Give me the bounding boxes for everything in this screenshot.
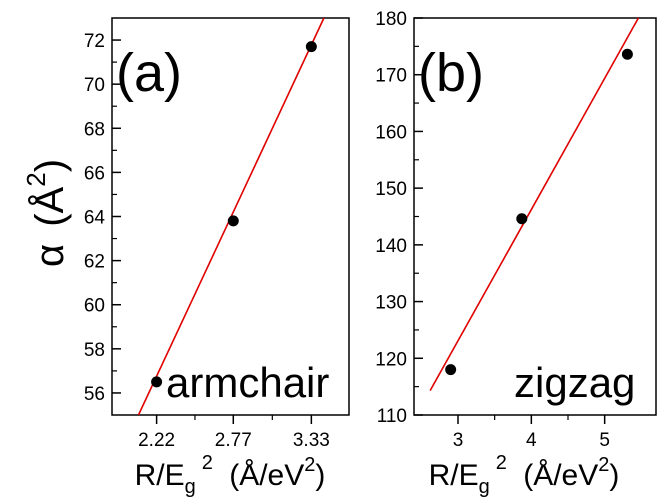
data-point-a xyxy=(227,215,239,227)
panel-zigzag: 110 120 130 140 150 160 170 180 3 4 5 (b) zigzag R… xyxy=(375,9,657,498)
x-tick-label-b: 3 xyxy=(453,430,464,451)
svg-text:α (Å2): α (Å2) xyxy=(21,159,72,267)
y-axis-label-symbol: α xyxy=(28,244,72,267)
x-tick-label-b: 5 xyxy=(599,430,610,451)
panel-armchair: 56 58 60 62 64 66 68 70 72 2.22 2.77 3.33 (a) armch… xyxy=(84,17,350,498)
y-axis-label-open: ( xyxy=(28,213,72,227)
y-axis-label-close: ) xyxy=(28,159,72,172)
annotation-zigzag: zigzag xyxy=(514,359,635,406)
data-points-a xyxy=(151,41,317,388)
y-tick-label-a: 60 xyxy=(84,296,105,317)
y-axis-label: α (Å2) xyxy=(21,159,72,267)
y-tick-label-b: 130 xyxy=(375,293,407,314)
y-tick-label-b: 180 xyxy=(375,9,407,30)
x-tick-label-a: 2.77 xyxy=(215,430,252,451)
x-tick-label-a: 2.22 xyxy=(138,430,175,451)
y-tick-label-b: 110 xyxy=(377,406,407,427)
data-point-a xyxy=(305,41,317,53)
y-tick-label-b: 170 xyxy=(375,66,407,87)
y-tick-label-b: 150 xyxy=(375,179,407,200)
x-tick-label-a: 3.33 xyxy=(293,430,330,451)
x-axis-label-a: R/Eg2 (Å/eV2) xyxy=(135,452,326,498)
y-tick-label-b: 160 xyxy=(375,122,407,143)
axis-ticks-a: 56 58 60 62 64 66 68 70 72 2.22 2.77 3.33 xyxy=(84,31,330,451)
y-tick-label-a: 62 xyxy=(84,252,105,273)
y-tick-label-b: 140 xyxy=(375,236,407,257)
data-point-b xyxy=(516,213,528,225)
y-tick-label-b: 120 xyxy=(375,349,407,370)
y-tick-label-a: 72 xyxy=(84,31,105,52)
x-tick-label-b: 4 xyxy=(526,430,537,451)
y-axis-label-unit: Å xyxy=(27,186,72,213)
fit-line-b xyxy=(429,17,640,392)
y-tick-label-a: 66 xyxy=(84,163,105,184)
y-axis-label-exponent: 2 xyxy=(21,172,51,186)
axis-ticks-b: 110 120 130 140 150 160 170 180 3 4 5 xyxy=(375,9,610,451)
panel-label-a: (a) xyxy=(116,43,182,103)
y-tick-label-a: 58 xyxy=(84,340,105,361)
data-point-a xyxy=(151,376,163,388)
data-point-b xyxy=(445,364,457,376)
data-point-b xyxy=(621,48,633,60)
data-points-b xyxy=(445,48,633,376)
annotation-armchair: armchair xyxy=(166,359,329,406)
y-tick-label-a: 64 xyxy=(84,208,106,229)
panel-label-b: (b) xyxy=(418,43,484,103)
y-tick-label-a: 56 xyxy=(84,384,105,405)
y-tick-label-a: 70 xyxy=(84,75,105,96)
y-tick-label-a: 68 xyxy=(84,119,105,140)
x-axis-label-b: R/Eg2 (Å/eV2) xyxy=(429,452,620,498)
